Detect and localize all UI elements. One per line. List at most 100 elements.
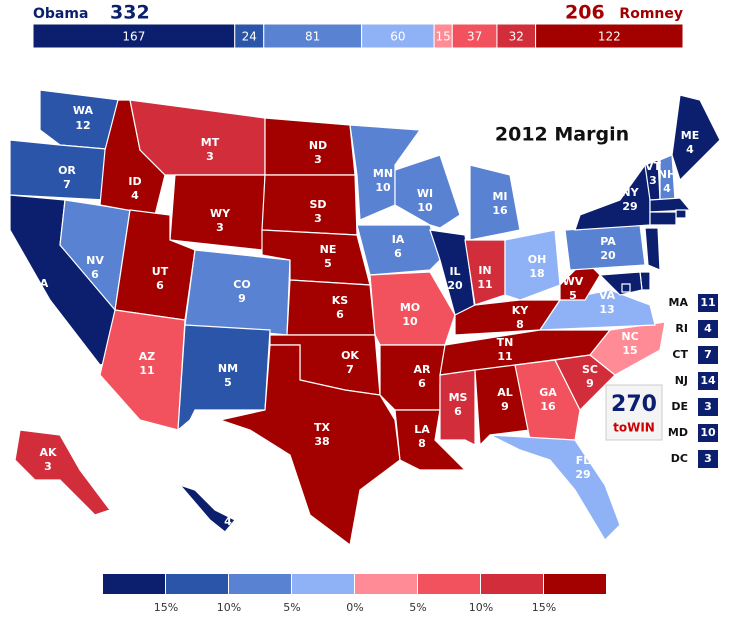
state-ev: 4 — [224, 515, 232, 528]
state-ev: 38 — [314, 435, 329, 448]
state-abbr: WY — [210, 207, 231, 220]
state-abbr: CO — [233, 278, 250, 291]
state — [469, 164, 521, 241]
state-abbr: GA — [539, 386, 557, 399]
small-state-ev: 7 — [704, 348, 712, 361]
state-ev: 16 — [492, 204, 508, 217]
small-state — [621, 283, 631, 293]
state — [217, 344, 401, 547]
state-ev: 6 — [156, 279, 164, 292]
state-ev: 3 — [649, 174, 657, 187]
bar-segment-label: 24 — [242, 30, 257, 44]
bar-segment — [535, 23, 684, 49]
small-state — [649, 197, 692, 213]
legend-swatch — [481, 574, 543, 594]
state-ev: 20 — [447, 279, 463, 292]
state-abbr: MN — [373, 167, 393, 180]
state-abbr: PA — [600, 235, 616, 248]
state-ev: 4 — [131, 189, 139, 202]
state-ev: 16 — [540, 400, 556, 413]
map-title: 2012 Margin — [495, 124, 629, 146]
logo-text: toWIN — [613, 421, 655, 435]
state-ev: 20 — [600, 249, 616, 262]
state-abbr: LA — [414, 423, 430, 436]
legend-label: 15% — [154, 601, 178, 614]
dem-total: 332 — [110, 2, 150, 24]
small-state-box — [698, 424, 718, 442]
legend-label: 15% — [532, 601, 556, 614]
rep-total: 206 — [565, 2, 605, 24]
bar-segment-label: 15 — [436, 30, 451, 44]
small-state-ev: 11 — [700, 296, 715, 309]
small-state-ev: 10 — [700, 426, 716, 439]
state — [178, 483, 236, 533]
state-abbr: VA — [599, 289, 616, 302]
state-ev: 18 — [529, 267, 544, 280]
legend-swatch — [544, 574, 606, 594]
state-ev: 5 — [324, 257, 332, 270]
us-map: WA12OR7CA55NV6ID4MT3WY3UT6AZ11CO9NM5ND3S… — [9, 89, 721, 547]
bar-segment-label: 122 — [598, 30, 621, 44]
state-ev: 11 — [139, 364, 154, 377]
state-abbr: AL — [497, 386, 513, 399]
legend-label: 10% — [469, 601, 493, 614]
logo-number: 270 — [611, 392, 657, 417]
state-ev: 15 — [622, 344, 637, 357]
state-ev: 9 — [586, 377, 594, 390]
state-abbr: MO — [400, 301, 420, 314]
small-state — [675, 209, 687, 219]
state-ev: 7 — [346, 363, 354, 376]
small-state-ev: 4 — [704, 322, 712, 335]
state-ev: 8 — [418, 437, 426, 450]
state-ev: 11 — [477, 278, 492, 291]
state-ev: 29 — [575, 468, 590, 481]
legend: 15% 10% 5% 0% 5% 10% 15% — [103, 574, 606, 614]
small-state-box — [698, 294, 718, 312]
legend-label: 5% — [283, 601, 300, 614]
dem-name: Obama — [33, 6, 88, 22]
small-state-abbr: MD — [668, 426, 688, 439]
state-ev: 3 — [314, 153, 322, 166]
small-state-box — [698, 372, 718, 390]
state-ev: 10 — [375, 181, 391, 194]
state-abbr: IL — [449, 265, 460, 278]
state — [671, 94, 721, 182]
state — [514, 359, 581, 441]
small-state — [598, 271, 643, 296]
state-abbr: MI — [492, 190, 507, 203]
legend-label: 0% — [346, 601, 363, 614]
bar-segment — [496, 23, 537, 49]
legend-swatch — [166, 574, 228, 594]
state-abbr: CA — [32, 277, 49, 290]
small-state — [649, 211, 677, 226]
state-abbr: ND — [309, 139, 327, 152]
state-ev: 10 — [402, 315, 418, 328]
small-state-abbr: MA — [669, 296, 689, 309]
state-ev: 6 — [418, 377, 426, 390]
state-ev: 3 — [216, 221, 224, 234]
bar-segment — [451, 23, 498, 49]
state-ev: 12 — [75, 119, 90, 132]
bar-segment-label: 167 — [122, 30, 145, 44]
state — [379, 344, 446, 411]
small-state-abbr: CT — [672, 348, 688, 361]
summary-bar: 167 24 81 60 15 37 32 122 — [32, 23, 684, 49]
bar-segment-label: 32 — [509, 30, 524, 44]
state-abbr: WI — [417, 187, 433, 200]
state-abbr: IA — [392, 233, 405, 246]
small-state-ev: 3 — [704, 452, 712, 465]
state-abbr: TN — [497, 336, 514, 349]
state — [489, 434, 621, 541]
logo: 270 toWIN — [605, 384, 663, 441]
state-ev: 3 — [44, 460, 52, 473]
state-ev: 10 — [417, 201, 433, 214]
state-ev: 6 — [454, 405, 462, 418]
legend-swatch — [355, 574, 417, 594]
state-abbr: AR — [414, 363, 432, 376]
state — [394, 154, 461, 229]
state-abbr: NM — [218, 362, 238, 375]
state-ev: 9 — [238, 292, 246, 305]
state-ev: 6 — [394, 247, 402, 260]
state-ev: 4 — [686, 143, 694, 156]
